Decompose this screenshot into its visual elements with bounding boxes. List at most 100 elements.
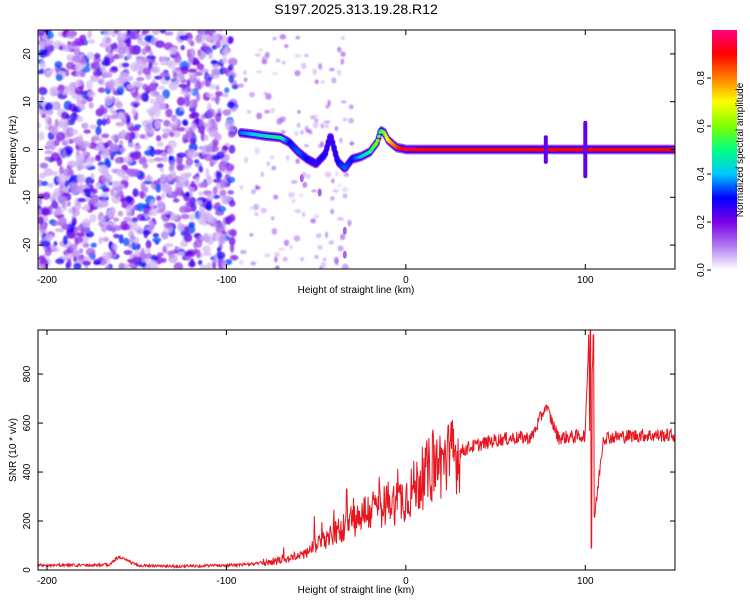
- noise-speck: [161, 231, 169, 239]
- noise-speck: [107, 45, 112, 52]
- noise-speck: [90, 172, 95, 179]
- noise-speck: [221, 93, 229, 98]
- noise-speck: [113, 233, 120, 239]
- ridge-core: [326, 139, 331, 144]
- noise-speck: [146, 54, 156, 61]
- noise-speck: [291, 198, 296, 204]
- x-tick-label: 100: [577, 275, 594, 286]
- noise-speck: [143, 186, 149, 193]
- noise-speck: [61, 186, 70, 191]
- ridge: [237, 120, 675, 259]
- noise-speck: [134, 249, 141, 258]
- noise-speck: [211, 30, 217, 34]
- ridge-core: [322, 152, 327, 157]
- noise-speck: [75, 63, 85, 71]
- noise-speck: [126, 114, 131, 124]
- ridge-core: [329, 136, 334, 140]
- noise-speck: [61, 199, 66, 209]
- noise-speck: [76, 232, 85, 237]
- spectrogram-y-ticks: -20 -10 0 10 20: [22, 48, 675, 252]
- noise-speck: [266, 161, 271, 166]
- noise-speck: [114, 157, 121, 164]
- noise-speck: [250, 261, 257, 266]
- noise-speck: [66, 31, 76, 40]
- noise-speck: [246, 109, 252, 115]
- noise-speck: [155, 135, 162, 142]
- noise-speck: [83, 203, 91, 211]
- noise-speck: [133, 82, 144, 88]
- noise-speck: [39, 68, 45, 75]
- noise-speck: [314, 255, 319, 259]
- noise-speck: [194, 118, 200, 126]
- noise-speck: [324, 171, 332, 178]
- noise-speck: [300, 130, 304, 135]
- noise-speck: [184, 179, 190, 188]
- noise-speck: [301, 62, 307, 70]
- noise-speck: [217, 30, 223, 33]
- noise-speckles: [38, 30, 355, 269]
- noise-speck: [189, 137, 197, 144]
- noise-speck: [290, 179, 298, 184]
- noise-speck: [82, 242, 90, 248]
- noise-speck: [67, 83, 76, 93]
- noise-speck: [193, 159, 200, 164]
- x-tick-label: 0: [403, 275, 409, 286]
- noise-speck: [79, 141, 85, 150]
- noise-speck: [102, 251, 111, 260]
- noise-speck: [206, 174, 213, 185]
- noise-speck: [100, 65, 107, 73]
- noise-speck: [74, 209, 80, 217]
- noise-speck: [212, 254, 218, 264]
- noise-speck: [206, 262, 211, 269]
- noise-speck: [172, 198, 180, 203]
- noise-speck: [147, 158, 155, 164]
- noise-speck: [132, 188, 139, 198]
- noise-speck: [47, 182, 54, 188]
- noise-speck: [84, 188, 92, 198]
- noise-speck: [182, 119, 188, 126]
- noise-speck: [40, 99, 46, 107]
- noise-speck: [271, 228, 278, 235]
- noise-speck: [155, 183, 162, 193]
- noise-speck: [163, 210, 170, 215]
- noise-speck: [325, 231, 329, 239]
- noise-speck: [180, 230, 187, 236]
- noise-speck: [55, 131, 66, 142]
- noise-speck: [183, 233, 193, 243]
- noise-speck: [75, 156, 84, 164]
- noise-speck: [116, 44, 127, 52]
- noise-speck: [212, 32, 219, 42]
- noise-speck: [38, 30, 45, 37]
- noise-speck: [93, 53, 101, 59]
- noise-speck: [295, 158, 300, 164]
- noise-speck: [302, 181, 308, 188]
- noise-speck: [207, 118, 213, 128]
- noise-speck: [180, 65, 189, 75]
- noise-speck: [75, 149, 80, 156]
- noise-speck: [44, 246, 52, 257]
- noise-speck: [185, 158, 194, 166]
- noise-speck: [314, 118, 319, 123]
- noise-speck: [85, 247, 96, 256]
- noise-speck: [159, 56, 169, 66]
- noise-speck: [281, 61, 286, 65]
- noise-speck: [279, 34, 287, 40]
- noise-speck: [284, 44, 289, 48]
- noise-speck: [97, 87, 106, 93]
- noise-speck: [160, 152, 168, 157]
- noise-speck: [89, 213, 97, 223]
- noise-speck: [152, 233, 159, 238]
- noise-speck: [148, 50, 154, 56]
- noise-speck: [45, 142, 53, 148]
- noise-speck: [312, 68, 317, 76]
- noise-speck: [88, 142, 98, 149]
- noise-speck: [239, 185, 244, 190]
- noise-speck: [219, 189, 227, 196]
- noise-speck: [202, 46, 211, 53]
- noise-speck: [101, 176, 107, 183]
- noise-speck: [135, 55, 144, 60]
- noise-speck: [53, 241, 58, 247]
- noise-speck: [213, 178, 222, 183]
- noise-speck: [219, 68, 224, 75]
- noise-speck: [343, 172, 350, 177]
